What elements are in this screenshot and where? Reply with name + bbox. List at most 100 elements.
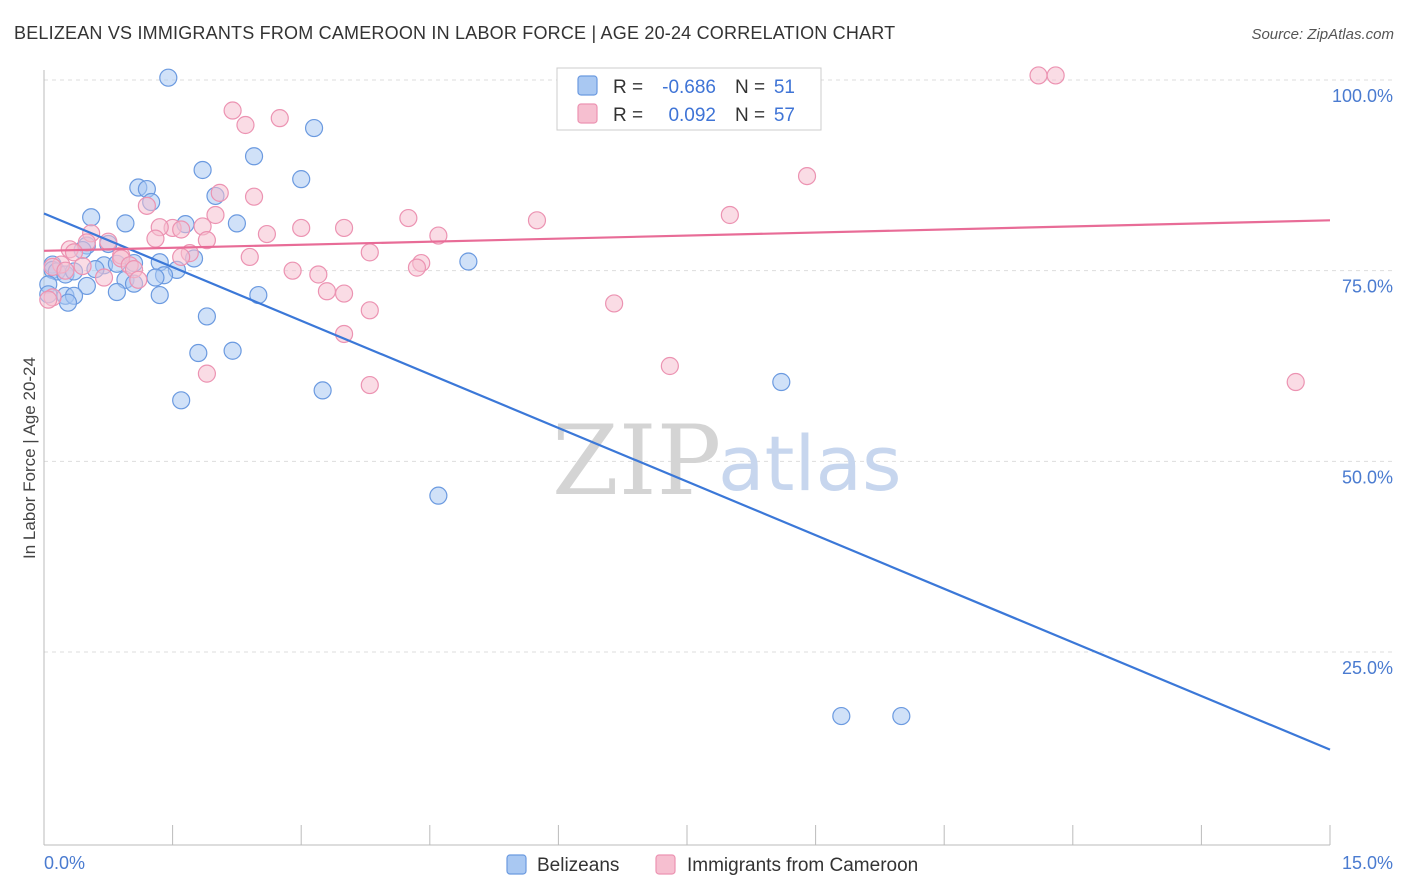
belizeans-point-47 (172, 391, 191, 410)
cameroon-point-23 (197, 231, 216, 250)
cameroon-point-31 (240, 247, 259, 267)
cameroon-point-10 (206, 205, 225, 225)
cameroon-point-4 (236, 115, 255, 135)
cameroon-point-21 (429, 226, 448, 245)
belizeans-point-48 (429, 486, 448, 505)
legend-r-label-belizeans: R = (613, 77, 643, 98)
series-legend: Belizeans Immigrants from Cameroon (506, 854, 918, 876)
belizeans-point-1 (304, 118, 324, 138)
belizeans-point-9 (82, 208, 101, 227)
series-legend-swatch-belizeans (506, 854, 527, 875)
belizeans-point-44 (189, 343, 208, 363)
y-tick-label-100: 100.0% (1332, 86, 1393, 106)
legend-n-value-belizeans: 51 (774, 77, 795, 98)
cameroon-point-9 (720, 205, 739, 225)
legend-box (556, 67, 822, 131)
belizeans-point-49 (832, 706, 851, 726)
cameroon-point-43 (309, 265, 328, 284)
belizeans-point-33 (146, 268, 165, 287)
cameroon-point-35 (407, 258, 427, 277)
y-tick-label-75: 75.0% (1342, 277, 1393, 297)
belizeans-point-0 (159, 68, 178, 87)
y-axis-label: In Labor Force | Age 20-24 (20, 357, 39, 559)
cameroon-point-1 (1046, 66, 1065, 85)
cameroon-point-52 (660, 356, 679, 376)
y-tick-label-50: 50.0% (1342, 467, 1393, 487)
belizeans-point-43 (223, 341, 242, 360)
belizeans-point-50 (892, 706, 911, 726)
belizeans-point-12 (227, 214, 246, 233)
cameroon-trend-line (43, 219, 1331, 252)
cameroon-point-15 (334, 218, 354, 238)
series-legend-swatch-cameroon (655, 854, 676, 875)
gridlines (44, 79, 1395, 653)
belizeans-trend-line (43, 212, 1331, 751)
x-tick-label-max: 15.0% (1342, 853, 1393, 873)
cameroon-point-12 (527, 211, 547, 230)
belizeans-point-3 (193, 160, 212, 180)
cameroon-point-54 (1286, 372, 1305, 392)
belizeans-point-10 (116, 214, 135, 233)
cameroon-point-53 (197, 364, 216, 383)
cameroon-point-5 (797, 166, 817, 186)
legend-r-value-cameroon: 0.092 (668, 105, 716, 126)
legend-swatch-belizeans (577, 75, 598, 96)
cameroon-point-8 (137, 196, 156, 215)
legend-swatch-cameroon (577, 103, 598, 124)
belizeans-point-35 (107, 282, 126, 302)
y-tick-labels: 100.0% 75.0% 50.0% 25.0% (1332, 86, 1393, 678)
cameroon-point-25 (77, 233, 96, 252)
cameroon-point-44 (129, 270, 148, 289)
cameroon-point-18 (172, 220, 191, 239)
cameroon-point-42 (283, 261, 302, 280)
cameroon-point-2 (223, 101, 242, 120)
y-tick-label-25: 25.0% (1342, 658, 1393, 678)
legend-n-value-cameroon: 57 (774, 105, 795, 126)
cameroon-point-28 (360, 243, 379, 262)
belizeans-point-41 (58, 293, 78, 312)
belizeans-point-34 (77, 276, 96, 296)
cameroon-point-49 (605, 294, 624, 313)
legend-n-label-cameroon: N = (735, 105, 765, 126)
legend-r-value-belizeans: -0.686 (662, 77, 716, 98)
cameroon-point-3 (270, 109, 289, 128)
cameroon-point-6 (210, 183, 229, 202)
cameroon-points (39, 66, 1305, 395)
belizeans-point-2 (244, 147, 264, 166)
cameroon-point-39 (73, 256, 92, 276)
belizeans-point-45 (772, 372, 791, 392)
watermark-atlas: atlas (718, 419, 902, 508)
cameroon-point-11 (399, 208, 418, 228)
cameroon-point-20 (257, 224, 277, 244)
cameroon-point-45 (94, 268, 114, 287)
x-axis-ticks (43, 825, 1331, 845)
cameroon-point-55 (360, 375, 379, 395)
cameroon-point-56 (39, 290, 58, 309)
legend-r-label-cameroon: R = (613, 105, 643, 126)
x-tick-label-min: 0.0% (44, 853, 85, 873)
cameroon-point-16 (292, 218, 311, 238)
correlation-legend: R = -0.686 N = 51 R = 0.092 N = 57 (556, 67, 822, 131)
cameroon-point-0 (1029, 66, 1048, 85)
chart-title: BELIZEAN VS IMMIGRANTS FROM CAMEROON IN … (14, 23, 895, 43)
belizeans-point-17 (459, 252, 478, 271)
cameroon-point-22 (146, 229, 165, 248)
series-legend-label-cameroon: Immigrants from Cameroon (687, 855, 918, 876)
belizeans-point-39 (150, 285, 169, 305)
cameroon-point-46 (317, 282, 337, 301)
series-legend-label-belizeans: Belizeans (537, 855, 619, 876)
chart-source: Source: ZipAtlas.com (1251, 26, 1394, 43)
belizeans-points (39, 68, 911, 726)
legend-n-label-belizeans: N = (735, 77, 765, 98)
belizeans-point-46 (313, 381, 332, 400)
cameroon-point-47 (334, 284, 354, 303)
watermark: ZIP atlas (552, 405, 902, 517)
cameroon-point-7 (244, 187, 264, 206)
cameroon-point-27 (64, 243, 84, 262)
cameroon-point-38 (56, 261, 75, 280)
belizeans-point-42 (197, 307, 216, 326)
belizeans-point-4 (292, 170, 311, 189)
cameroon-point-50 (360, 301, 379, 320)
cameroon-point-33 (172, 247, 191, 267)
